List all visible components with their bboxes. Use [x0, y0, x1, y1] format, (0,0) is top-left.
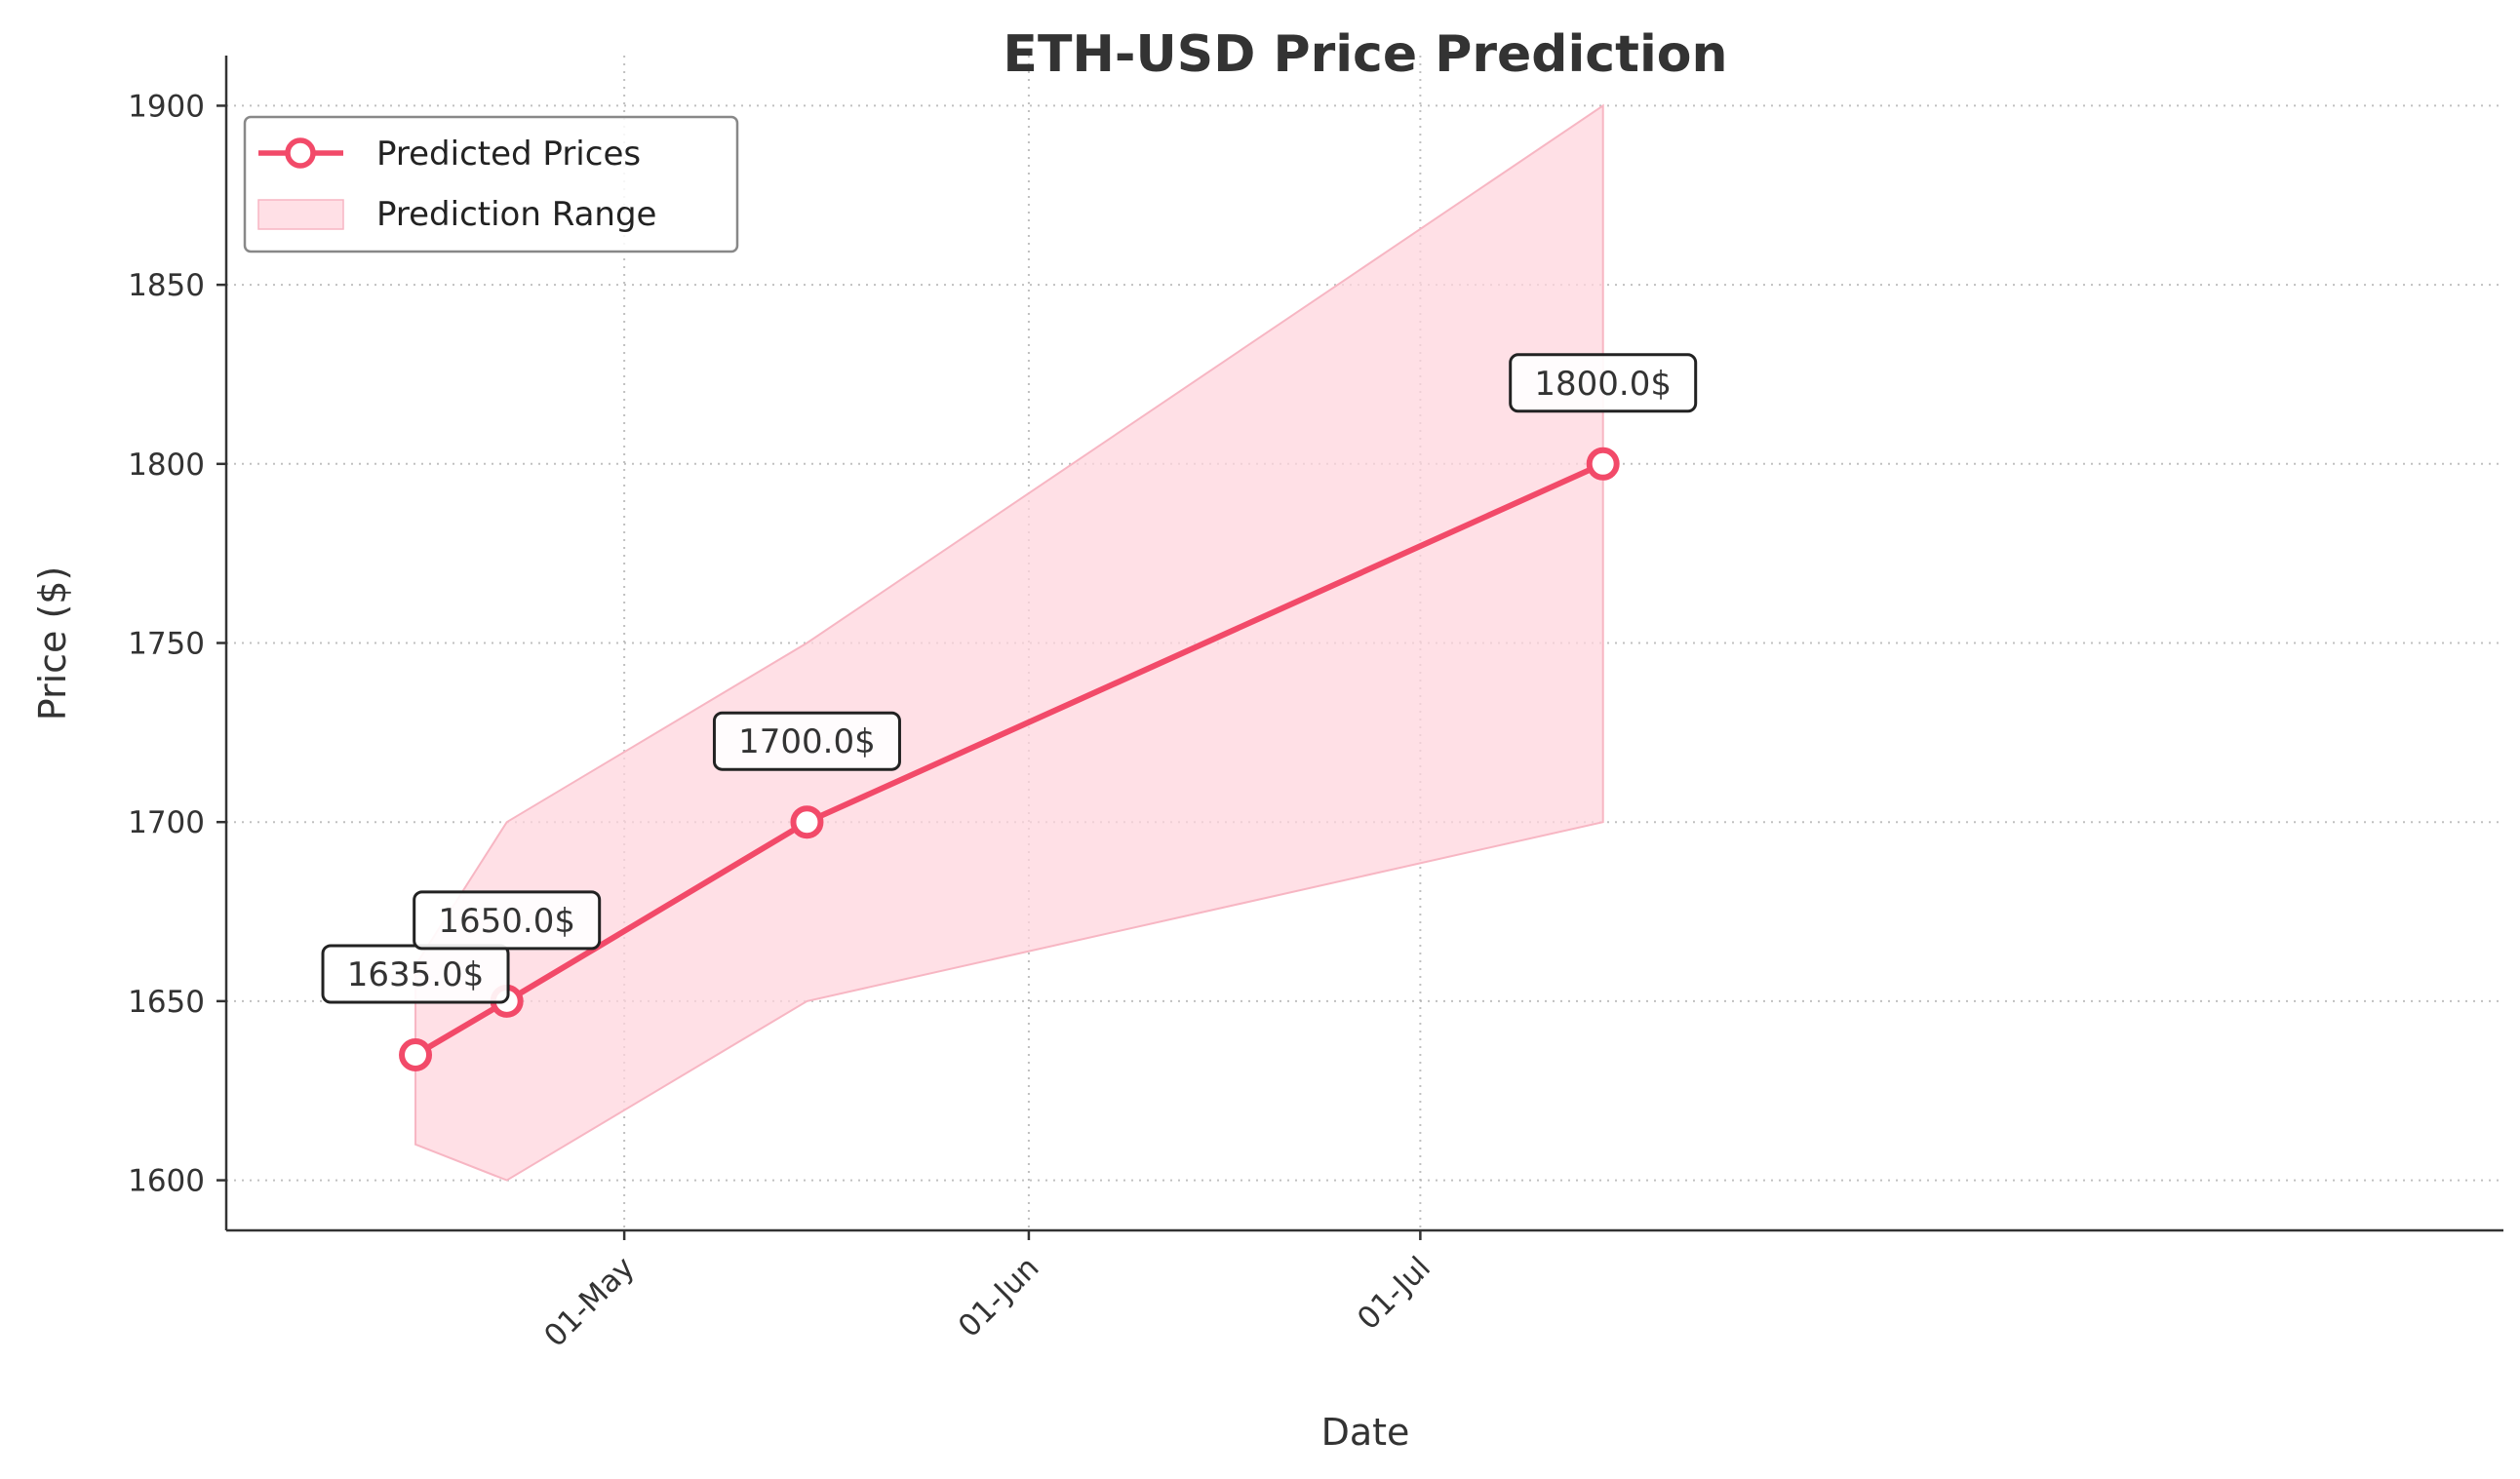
legend-range-swatch — [257, 199, 344, 230]
legend: Predicted Prices Prediction Range — [243, 115, 739, 253]
y-tick-label: 1850 — [128, 268, 205, 303]
y-tick-label: 1750 — [128, 627, 205, 662]
price-annotation-label: 1800.0$ — [1534, 365, 1672, 404]
y-tick-label: 1900 — [128, 89, 205, 124]
price-annotation-label: 1635.0$ — [347, 955, 485, 994]
y-tick-label: 1700 — [128, 805, 205, 840]
price-annotation-box — [1509, 353, 1698, 413]
y-tick-label: 1600 — [128, 1164, 205, 1199]
predicted-prices-line — [413, 461, 1604, 1058]
price-annotation-box — [413, 890, 602, 951]
predicted-price-point — [1586, 447, 1620, 481]
legend-label-predicted-prices: Predicted Prices — [376, 135, 641, 174]
price-annotation-label: 1650.0$ — [438, 902, 575, 941]
chart-title: ETH-USD Price Prediction — [1003, 25, 1727, 84]
predicted-prices-series — [399, 447, 1620, 1071]
prediction-range-band — [414, 103, 1604, 1182]
price-annotation-label: 1700.0$ — [738, 722, 876, 761]
legend-marker-swatch — [285, 137, 316, 169]
y-tick-label: 1650 — [128, 985, 205, 1020]
y-tick-label: 1800 — [128, 448, 205, 483]
predicted-price-point — [399, 1037, 433, 1071]
legend-box — [243, 115, 739, 253]
data-annotations: 1635.0$ 1650.0$ 1700.0$ 1800.0$ — [321, 353, 1698, 1004]
y-axis-label: Price ($) — [31, 566, 74, 721]
prediction-range-area — [414, 103, 1604, 1182]
legend-label-prediction-range: Prediction Range — [376, 195, 656, 234]
predicted-price-point — [790, 805, 824, 839]
price-annotation-box — [712, 711, 901, 771]
x-axis-label: Date — [1321, 1411, 1410, 1454]
